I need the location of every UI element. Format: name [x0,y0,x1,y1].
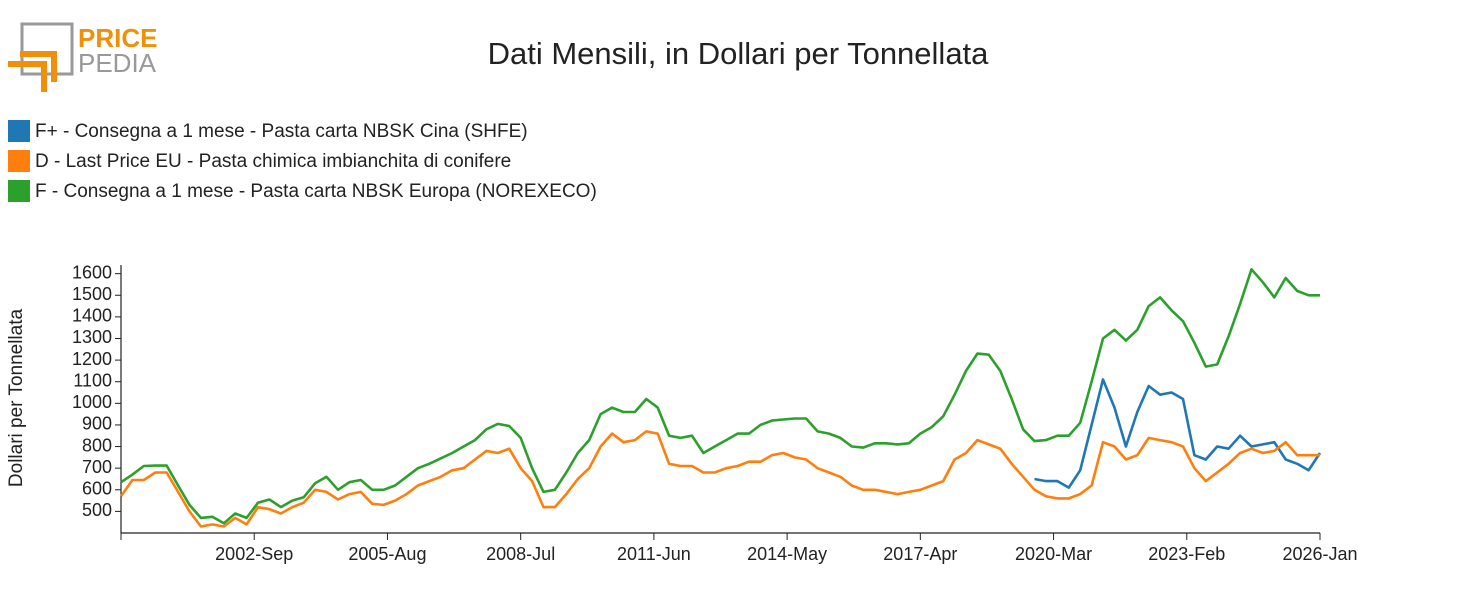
x-tick-label: 2020-Mar [1015,544,1092,564]
legend-label: F - Consegna a 1 mese - Pasta carta NBSK… [35,181,597,202]
legend-swatch [8,180,30,202]
x-tick-label: 2008-Jul [486,544,555,564]
chart-title: Dati Mensili, in Dollari per Tonnellata [488,36,990,71]
series-line [120,268,1320,525]
x-tick-label: 2002-Sep [215,544,293,564]
x-tick-label: 2017-Apr [883,544,957,564]
legend-swatch [8,120,30,142]
y-tick-label: 1600 [72,262,112,282]
y-tick-label: 1000 [72,392,112,412]
legend-swatch [8,150,30,172]
x-tick-label: 2011-Jun [617,544,691,564]
y-tick-label: 1100 [73,370,112,390]
x-tick-label: 2023-Feb [1148,544,1225,564]
y-tick-label: 800 [82,435,112,455]
y-tick-label: 600 [82,479,112,499]
y-tick-label: 1200 [72,349,112,369]
x-tick-label: 2014-May [747,544,827,564]
y-tick-label: 1400 [72,306,112,326]
x-tick-label: 2026-Jan [1282,544,1357,564]
logo-top: PRICE [78,23,157,53]
y-axis-label: Dollari per Tonnellata [6,309,27,488]
y-tick-label: 900 [82,414,112,434]
y-tick-label: 1500 [72,284,112,304]
legend-label: F+ - Consegna a 1 mese - Pasta carta NBS… [35,121,528,142]
y-tick-label: 700 [82,457,112,477]
series-line [119,430,1320,528]
logo: PRICE PEDIA [8,22,157,92]
logo-bottom: PEDIA [78,48,157,78]
y-tick-label: 1300 [72,327,112,347]
x-tick-label: 2005-Aug [348,544,426,564]
y-tick-label: 500 [82,500,112,520]
logo-mark [8,51,57,92]
legend-label: D - Last Price EU - Pasta chimica imbian… [35,151,511,172]
series-line [1034,378,1322,489]
